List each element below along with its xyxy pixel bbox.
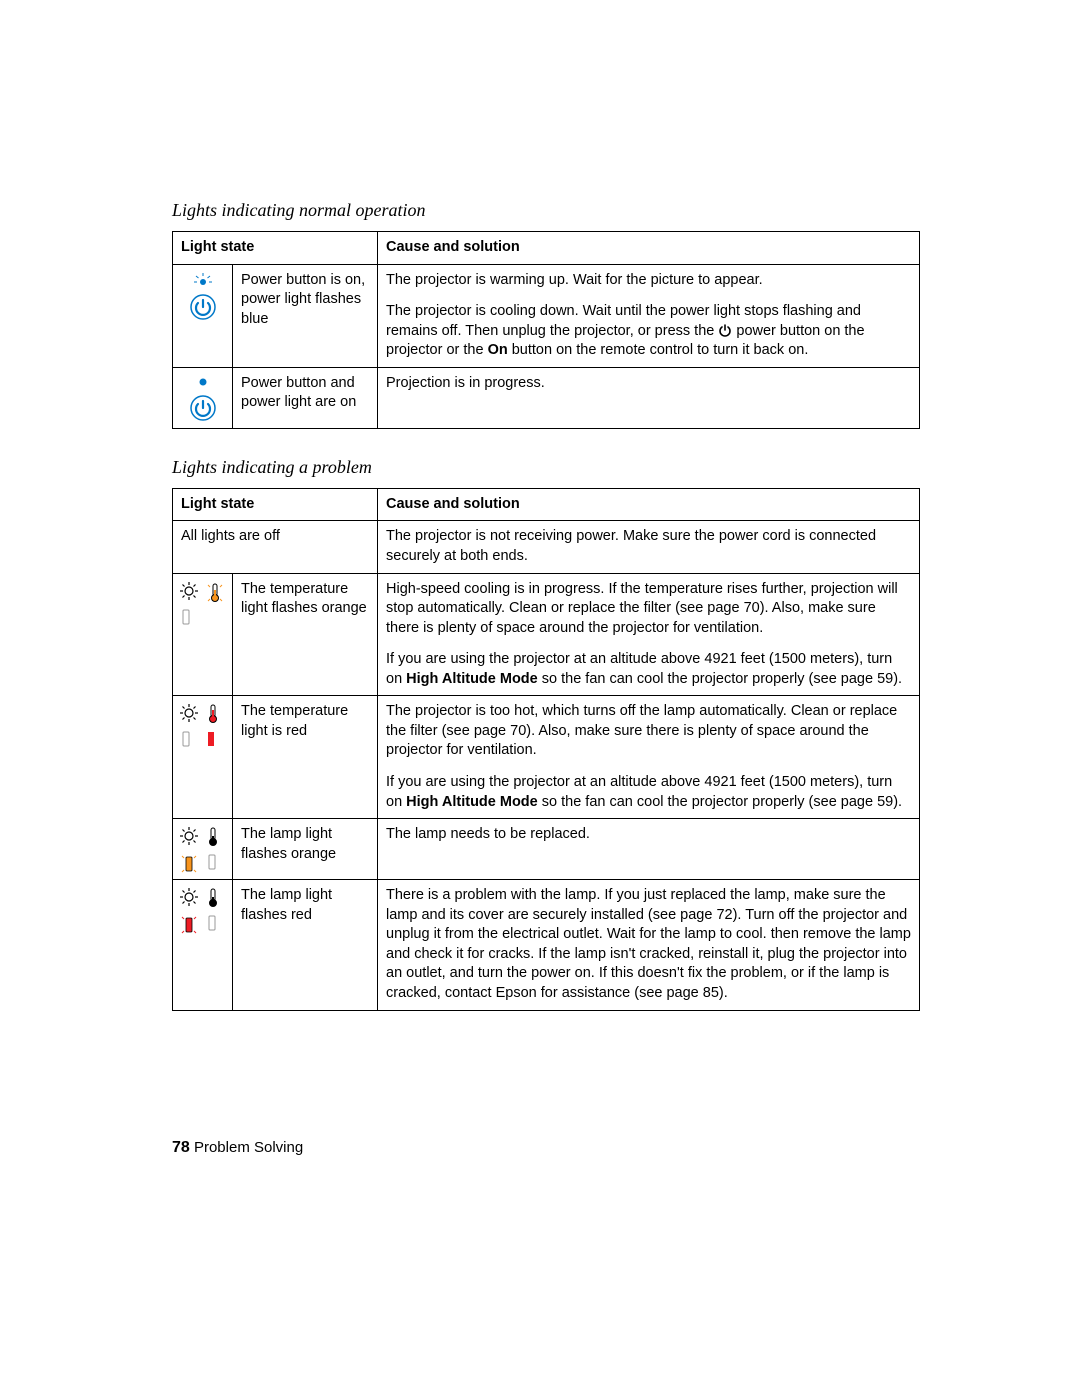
state-desc: All lights are off — [173, 521, 378, 573]
table-normal: Light state Cause and solution — [172, 231, 920, 429]
state-desc: The temperature light flashes orange — [233, 573, 378, 696]
thermometer-off-icon — [206, 888, 220, 908]
power-button-icon — [189, 293, 217, 321]
icon-cell — [173, 696, 233, 819]
slot-off-icon — [206, 853, 218, 871]
solution-cell: If you are using the projector at an alt… — [378, 644, 920, 696]
solution-cell: There is a problem with the lamp. If you… — [378, 880, 920, 1010]
power-dot-flashing-icon — [193, 273, 213, 287]
icon-cell — [173, 573, 233, 696]
red-bar-icon — [206, 730, 216, 748]
solution-cell: The projector is not receiving power. Ma… — [378, 521, 920, 573]
state-desc: The lamp light flashes orange — [233, 819, 378, 880]
lamp-off-icon — [180, 608, 192, 626]
state-desc: Power button is on, power light flashes … — [233, 264, 378, 367]
icon-cell — [173, 880, 233, 1010]
page: Lights indicating normal operation Light… — [0, 0, 1080, 1397]
section-title-normal: Lights indicating normal operation — [172, 200, 920, 221]
thermometer-off-icon — [206, 827, 220, 847]
lamp-flash-red-icon — [180, 914, 198, 936]
solution-cell: The projector is cooling down. Wait unti… — [378, 296, 920, 367]
page-number: 78 — [172, 1139, 190, 1156]
th-cause-solution: Cause and solution — [378, 232, 920, 265]
lamp-off-icon — [180, 730, 192, 748]
table-header-row: Light state Cause and solution — [173, 488, 920, 521]
state-desc: The temperature light is red — [233, 696, 378, 819]
table-row: Power button is on, power light flashes … — [173, 264, 920, 296]
thermometer-flash-orange-icon — [206, 582, 224, 604]
sun-off-icon — [180, 582, 198, 600]
power-button-icon — [189, 394, 217, 422]
solution-cell: The projector is warming up. Wait for th… — [378, 264, 920, 296]
table-row: The lamp light flashes red There is a pr… — [173, 880, 920, 1010]
table-row: All lights are off The projector is not … — [173, 521, 920, 573]
section-title-problem: Lights indicating a problem — [172, 457, 920, 478]
table-row: The lamp light flashes orange The lamp n… — [173, 819, 920, 880]
table-header-row: Light state Cause and solution — [173, 232, 920, 265]
state-desc: Power button and power light are on — [233, 367, 378, 428]
th-light-state: Light state — [173, 488, 378, 521]
thermometer-red-icon — [206, 704, 220, 724]
solution-cell: Projection is in progress. — [378, 367, 920, 428]
sun-off-icon — [180, 704, 198, 722]
table-row: The temperature light is red The project… — [173, 696, 920, 767]
solution-cell: High-speed cooling is in progress. If th… — [378, 573, 920, 644]
slot-off-icon — [206, 914, 218, 932]
state-desc: The lamp light flashes red — [233, 880, 378, 1010]
sun-off-icon — [180, 827, 198, 845]
sun-off-icon — [180, 888, 198, 906]
icon-cell — [173, 819, 233, 880]
page-footer: 78 Problem Solving — [172, 1139, 303, 1157]
solution-cell: The projector is too hot, which turns of… — [378, 696, 920, 767]
table-problem: Light state Cause and solution All light… — [172, 488, 920, 1011]
lamp-flash-orange-icon — [180, 853, 198, 875]
table-row: The temperature light flashes orange Hig… — [173, 573, 920, 644]
footer-label: Problem Solving — [194, 1139, 303, 1156]
th-light-state: Light state — [173, 232, 378, 265]
solution-cell: The lamp needs to be replaced. — [378, 819, 920, 880]
solution-cell: If you are using the projector at an alt… — [378, 767, 920, 819]
power-dot-on-icon — [197, 376, 209, 388]
th-cause-solution: Cause and solution — [378, 488, 920, 521]
table-row: Power button and power light are on Proj… — [173, 367, 920, 428]
power-inline-icon — [718, 323, 732, 337]
icon-cell — [173, 264, 233, 367]
icon-cell — [173, 367, 233, 428]
